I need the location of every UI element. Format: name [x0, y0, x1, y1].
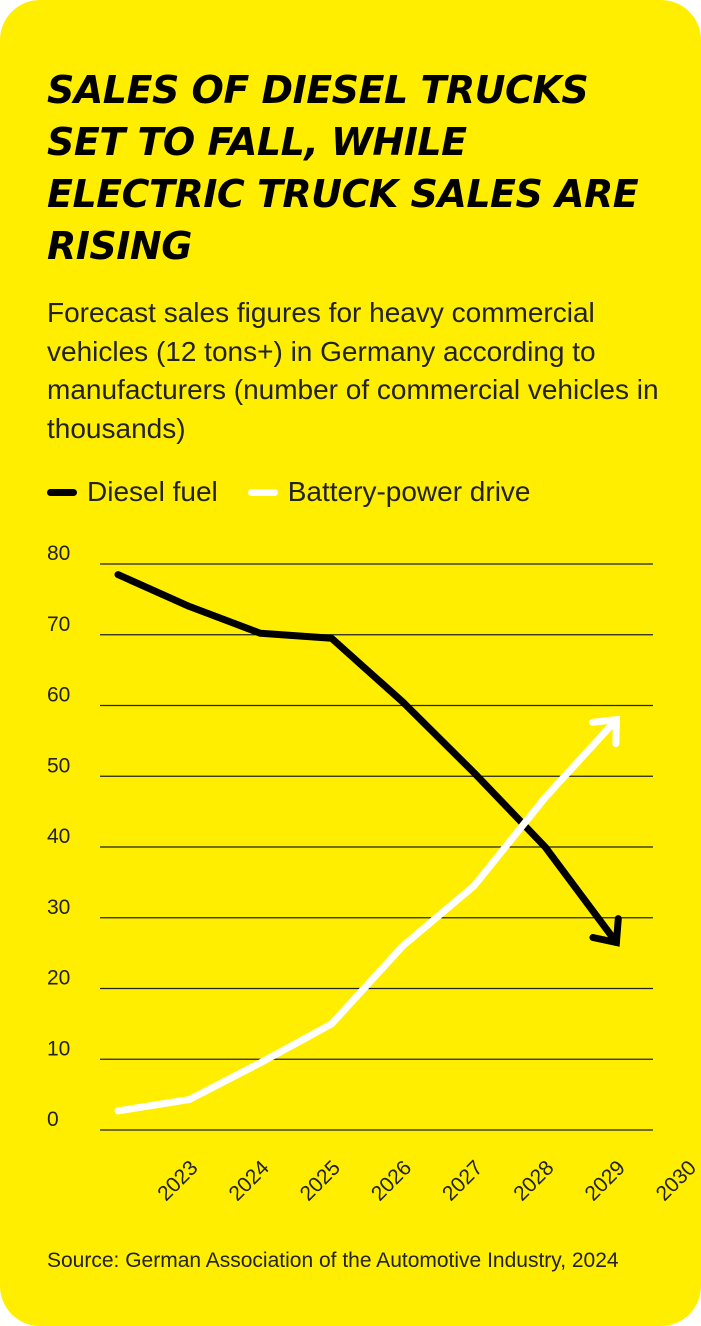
legend-swatch-diesel: [47, 488, 77, 496]
x-tick-label-2030: 2030: [652, 1156, 701, 1205]
x-tick-label-2026: 2026: [367, 1156, 416, 1205]
x-tick-label-2025: 2025: [296, 1156, 345, 1205]
chart-subtitle: Forecast sales figures for heavy commerc…: [47, 297, 659, 444]
series-line-diesel: [114, 571, 620, 946]
y-tick-label-40: 40: [47, 825, 70, 848]
chart-title: SALES OF DIESEL TRUCKS SET TO FALL, WHIL…: [47, 68, 639, 268]
legend-item-battery: Battery-power drive: [247, 476, 531, 508]
legend-swatch-battery: [247, 488, 278, 496]
legend: Diesel fuel Battery-power drive: [47, 474, 561, 510]
series-line-battery: [114, 716, 620, 1115]
x-tick-label-2024: 2024: [224, 1156, 274, 1206]
y-tick-label-10: 10: [47, 1037, 70, 1060]
y-tick-label-80: 80: [47, 542, 70, 565]
y-tick-label-0: 0: [47, 1108, 59, 1131]
x-tick-label-2027: 2027: [438, 1156, 487, 1205]
x-tick-label-2029: 2029: [580, 1156, 629, 1205]
y-tick-label-30: 30: [47, 896, 70, 919]
legend-label-battery: Battery-power drive: [287, 476, 531, 507]
x-tick-label-2028: 2028: [509, 1156, 558, 1205]
y-tick-label-20: 20: [47, 967, 70, 990]
y-tick-label-50: 50: [47, 754, 70, 777]
x-tick-label-2023: 2023: [153, 1156, 202, 1205]
y-tick-label-60: 60: [47, 684, 70, 707]
series-arrowhead-diesel: [589, 915, 622, 947]
legend-item-diesel: Diesel fuel: [47, 476, 218, 508]
source-note: Source: German Association of the Automo…: [47, 1249, 619, 1272]
series-arrowhead-battery: [589, 715, 620, 748]
legend-label-diesel: Diesel fuel: [87, 476, 218, 507]
y-tick-label-70: 70: [47, 613, 70, 636]
